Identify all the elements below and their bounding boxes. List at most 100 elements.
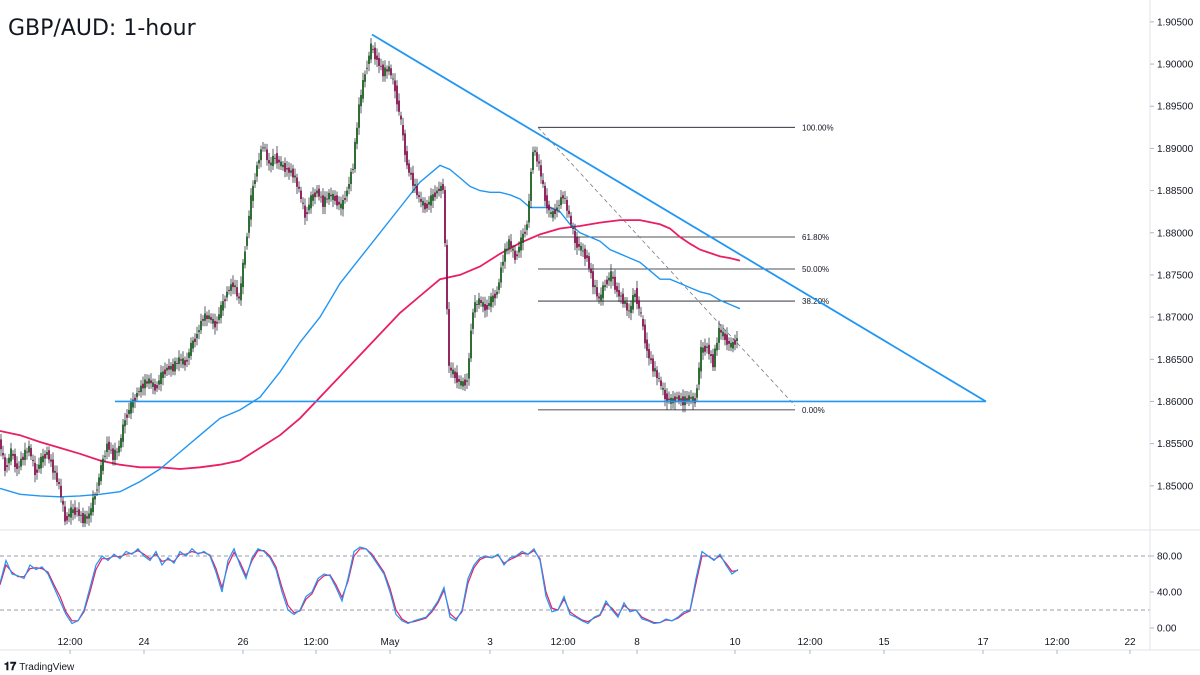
- candle-body: [46, 452, 48, 455]
- candle-body: [626, 302, 628, 311]
- candle-body: [618, 290, 620, 297]
- candle-body: [496, 291, 498, 295]
- candle-body: [370, 43, 372, 60]
- candle-body: [368, 55, 370, 64]
- x-tick-label: 26: [237, 637, 249, 648]
- candle-body: [14, 454, 16, 467]
- x-tick-label: 22: [1124, 637, 1136, 648]
- candle-body: [56, 472, 58, 482]
- candle-body: [192, 340, 194, 349]
- candle-body: [136, 393, 138, 398]
- candle-body: [86, 516, 88, 519]
- candle-body: [612, 276, 614, 279]
- candle-body: [174, 361, 176, 372]
- candle-body: [252, 185, 254, 201]
- candle-body: [52, 459, 54, 473]
- candle-body: [102, 458, 104, 471]
- candle-body: [650, 358, 652, 361]
- candle-body: [20, 458, 22, 467]
- candle-body: [712, 354, 714, 368]
- candle-body: [150, 380, 152, 384]
- candle-body: [72, 509, 74, 513]
- candle-body: [184, 360, 186, 366]
- price-pane[interactable]: 100.00% 61.80% 50.00% 38.20% 0.00%: [0, 33, 987, 528]
- candle-body: [636, 288, 638, 304]
- candle-body: [148, 378, 150, 384]
- candle-body: [574, 230, 576, 243]
- candle-body: [442, 184, 444, 191]
- candle-body: [224, 299, 226, 302]
- candle-body: [652, 358, 654, 372]
- candle-body: [392, 78, 394, 80]
- candle-body: [690, 397, 692, 399]
- candle-body: [338, 201, 340, 205]
- candle-body: [460, 380, 462, 386]
- candle-body: [502, 261, 504, 266]
- candle-body: [76, 511, 78, 512]
- candle-body: [140, 385, 142, 393]
- candle-body: [584, 248, 586, 259]
- candle-body: [88, 513, 90, 519]
- candle-body: [630, 305, 632, 313]
- candle-body: [350, 171, 352, 184]
- candle-body: [340, 203, 342, 209]
- candle-body: [294, 175, 296, 178]
- candle-body: [32, 460, 34, 461]
- candle-body: [424, 202, 426, 210]
- candle-body: [264, 147, 266, 149]
- candle-body: [680, 398, 682, 401]
- candle-body: [354, 141, 356, 169]
- candle-body: [390, 68, 392, 76]
- candle-body: [248, 215, 250, 233]
- candle-body: [146, 381, 148, 384]
- candle-body: [538, 161, 540, 164]
- x-tick-label: May: [381, 637, 400, 648]
- candle-body: [532, 152, 534, 170]
- stochastic-rsi-pane[interactable]: [0, 546, 1150, 625]
- candle-body: [436, 190, 438, 194]
- oscillator-k-line: [0, 546, 739, 625]
- candle-body: [480, 300, 482, 303]
- candle-body: [514, 250, 516, 260]
- candle-body: [320, 196, 322, 198]
- candle-body: [508, 239, 510, 249]
- candle-body: [64, 506, 66, 522]
- candle-body: [6, 465, 8, 467]
- candle-body: [296, 177, 298, 187]
- candle-body: [226, 291, 228, 298]
- candle-body: [408, 163, 410, 173]
- candle-body: [570, 215, 572, 225]
- fib-level-label: 38.20%: [802, 297, 829, 306]
- candle-body: [314, 192, 316, 198]
- candle-body: [90, 508, 92, 516]
- candle-body: [676, 397, 678, 399]
- candle-body: [168, 365, 170, 370]
- candle-body: [726, 334, 728, 345]
- y-tick-label: 1.88500: [1157, 186, 1194, 197]
- candle-body: [10, 448, 12, 462]
- tradingview-brand[interactable]: 𝟏𝟕 TradingView: [4, 660, 74, 674]
- candle-body: [230, 284, 232, 291]
- candle-body: [448, 309, 450, 366]
- candle-body: [536, 152, 538, 162]
- candle-body: [70, 507, 72, 518]
- candle-body: [572, 228, 574, 229]
- candle-body: [16, 463, 18, 469]
- candle-body: [664, 389, 666, 400]
- candle-body: [506, 248, 508, 251]
- candle-body: [326, 198, 328, 200]
- fib-level-label: 61.80%: [802, 233, 829, 242]
- candle-body: [12, 453, 14, 456]
- candle-body: [22, 456, 24, 460]
- candle-body: [204, 313, 206, 321]
- candle-body: [198, 330, 200, 333]
- candle-body: [258, 160, 260, 164]
- candle-body: [42, 455, 44, 463]
- candle-body: [372, 49, 374, 50]
- axes: 1.90500 1.90000 1.89500 1.89000 1.88500 1.880…: [0, 0, 1200, 654]
- candle-body: [434, 192, 436, 198]
- candle-body: [488, 303, 490, 306]
- brand-label: TradingView: [19, 661, 75, 673]
- candle-body: [156, 385, 158, 389]
- candle-body: [284, 163, 286, 172]
